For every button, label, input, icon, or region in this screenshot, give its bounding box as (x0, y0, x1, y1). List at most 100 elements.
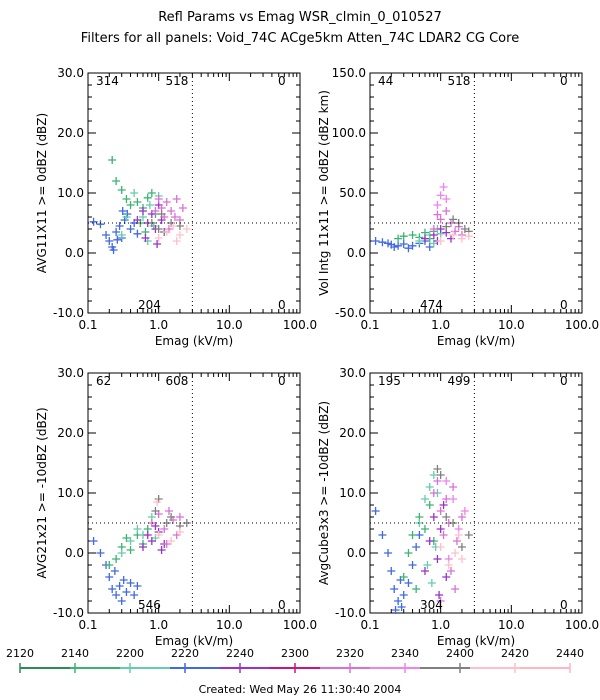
data-point (446, 567, 455, 575)
data-point (133, 582, 142, 590)
data-point (442, 495, 451, 503)
data-point (130, 591, 139, 599)
x-axis-label: Emag (kV/m) (437, 634, 515, 648)
y-tick-label: 20.0 (57, 426, 84, 440)
data-point (182, 519, 191, 527)
scatter-points (371, 465, 473, 614)
y-tick-label: -10.0 (53, 606, 84, 620)
data-point (112, 177, 121, 185)
data-point (439, 531, 448, 539)
data-point (138, 543, 147, 551)
data-point (170, 213, 179, 221)
count-bottom-right: 0 (560, 298, 568, 312)
data-point (126, 546, 135, 554)
data-point (126, 537, 135, 545)
data-point (464, 531, 473, 539)
plot-frame (87, 372, 301, 614)
data-point (451, 227, 460, 236)
data-point (130, 189, 139, 197)
count-top-right: 0 (278, 374, 286, 388)
data-point (442, 573, 451, 581)
data-point (449, 215, 458, 224)
data-point (394, 597, 403, 605)
data-point (425, 501, 434, 509)
y-axis-label: Vol Intg 11x11 >= 0dBZ (dBZ km) (317, 90, 331, 296)
data-point (420, 495, 429, 503)
data-point (436, 225, 445, 233)
data-point (115, 582, 124, 590)
data-point (439, 183, 448, 191)
data-point (153, 498, 162, 506)
data-point (105, 561, 114, 569)
data-point (397, 603, 406, 611)
colorbar-label: 2420 (501, 647, 529, 660)
plot-frame (369, 72, 583, 314)
count-bottom-mid: 204 (138, 298, 161, 312)
data-point (105, 237, 114, 245)
x-tick-label: 1.0 (431, 618, 450, 632)
data-point (108, 156, 117, 164)
data-point (444, 561, 453, 569)
count-bottom-mid: 474 (420, 298, 443, 312)
panels: 0.1 1.0 10.0 100.0 -10.0 0.0 10.0 20.0 30.0 Emag … (35, 66, 599, 648)
data-point (162, 198, 171, 206)
data-point (384, 549, 393, 557)
data-point (147, 219, 156, 227)
data-point (457, 555, 466, 563)
data-point (133, 216, 142, 224)
data-point (105, 573, 114, 581)
data-point (164, 507, 173, 515)
x-tick-label: 100.0 (565, 618, 599, 632)
data-point (436, 215, 445, 224)
data-point (442, 477, 451, 485)
data-point (425, 483, 434, 491)
data-point (433, 201, 442, 209)
scatter-panel-1: 0.1 1.0 10.0 100.0 -10.0 0.0 10.0 20.0 30.0 Emag … (35, 66, 317, 348)
data-point (420, 567, 429, 575)
y-tick-label: 50.0 (339, 186, 366, 200)
data-point (147, 537, 156, 545)
y-tick-label: 0.0 (347, 546, 366, 560)
data-point (118, 207, 127, 215)
data-point (122, 534, 131, 542)
x-tick-label: 10.0 (498, 618, 525, 632)
data-point (138, 207, 147, 215)
data-point (399, 591, 408, 599)
data-point (442, 207, 451, 215)
colorbar-label: 2140 (61, 647, 89, 660)
data-point (89, 537, 98, 545)
data-point (464, 232, 473, 241)
created-timestamp: Created: Wed May 26 11:30:40 2004 (199, 683, 402, 696)
x-tick-label: 1.0 (149, 618, 168, 632)
data-point (449, 483, 458, 491)
count-top-right: 0 (278, 74, 286, 88)
x-tick-label: 10.0 (216, 618, 243, 632)
data-point (126, 201, 135, 209)
y-tick-label: -10.0 (53, 306, 84, 320)
count-bottom-right: 0 (278, 298, 286, 312)
x-tick-label: 100.0 (283, 318, 317, 332)
x-tick-label: 1.0 (431, 318, 450, 332)
scatter-panel-2: 0.1 1.0 10.0 100.0 -50.0 0.0 50.0 100.0 150.0 Ema… (317, 66, 599, 348)
data-point (391, 606, 400, 614)
data-point (89, 217, 98, 226)
data-point (433, 210, 442, 219)
data-point (133, 198, 142, 206)
y-tick-label: 10.0 (57, 486, 84, 500)
data-point (169, 222, 178, 230)
data-point (408, 241, 417, 250)
data-point (452, 537, 461, 545)
data-point (112, 591, 121, 599)
data-point (429, 471, 438, 479)
colorbar-label: 2440 (556, 647, 584, 660)
data-point (117, 186, 126, 194)
data-point (436, 525, 445, 533)
x-tick-label: 0.1 (78, 318, 97, 332)
data-point (182, 225, 191, 233)
data-point (154, 531, 163, 539)
data-point (167, 537, 176, 545)
data-point (429, 513, 438, 521)
data-point (154, 225, 163, 233)
data-point (108, 585, 117, 593)
x-tick-label: 0.1 (360, 618, 379, 632)
